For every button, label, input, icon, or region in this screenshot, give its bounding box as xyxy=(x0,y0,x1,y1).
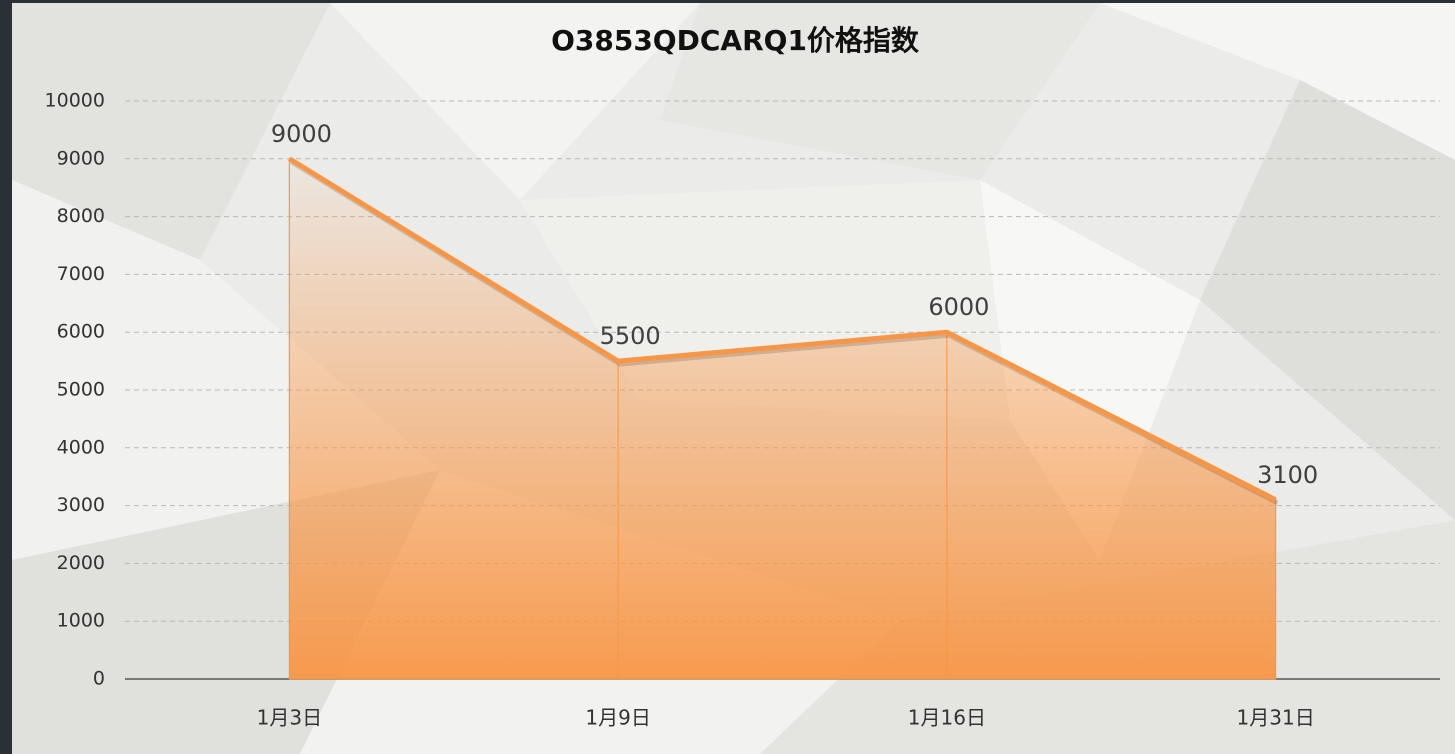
x-tick-label: 1月31日 xyxy=(1237,706,1315,730)
data-label: 5500 xyxy=(600,322,661,350)
data-label: 3100 xyxy=(1257,461,1318,489)
x-tick-label: 1月3日 xyxy=(257,706,322,730)
y-tick-label: 6000 xyxy=(57,321,105,343)
y-tick-label: 0 xyxy=(93,668,105,690)
x-tick-label: 1月16日 xyxy=(908,706,986,730)
y-tick-label: 4000 xyxy=(57,436,105,458)
y-tick-label: 3000 xyxy=(57,494,105,516)
y-tick-label: 5000 xyxy=(57,379,105,401)
y-tick-label: 1000 xyxy=(57,610,105,632)
data-label: 9000 xyxy=(271,120,332,148)
y-tick-label: 2000 xyxy=(57,552,105,574)
y-tick-label: 9000 xyxy=(57,147,105,169)
y-tick-label: 7000 xyxy=(57,263,105,285)
x-tick-label: 1月9日 xyxy=(585,706,650,730)
chart-title: O3853QDCARQ1价格指数 xyxy=(551,24,920,57)
data-label: 6000 xyxy=(928,293,989,321)
line xyxy=(288,156,1277,503)
y-tick-label: 10000 xyxy=(45,90,105,112)
y-tick-label: 8000 xyxy=(57,205,105,227)
